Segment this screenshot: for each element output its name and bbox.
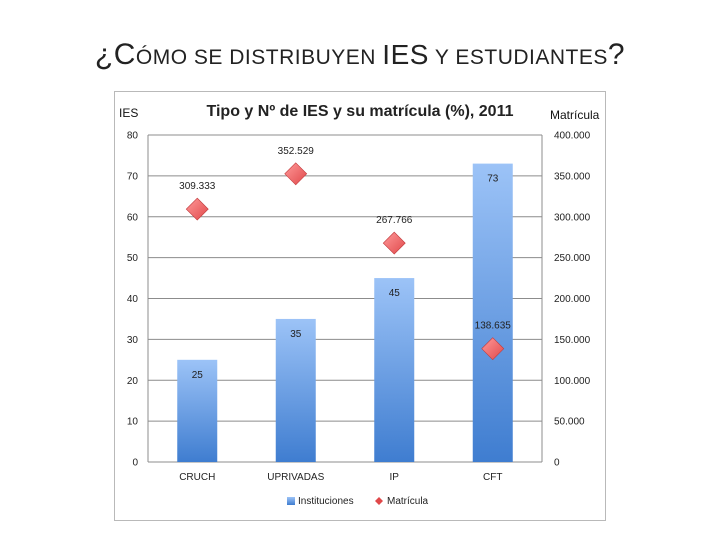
category-label: CFT <box>483 472 502 483</box>
legend-label-matricula: Matrícula <box>387 496 429 507</box>
right-tick-label: 150.000 <box>554 335 591 346</box>
category-label: UPRIVADAS <box>267 472 324 483</box>
left-tick-label: 30 <box>127 335 139 346</box>
right-tick-label: 200.000 <box>554 294 591 305</box>
left-tick-label: 80 <box>127 131 139 142</box>
right-tick-label: 350.000 <box>554 171 591 182</box>
bar-instituciones <box>275 318 316 462</box>
slide-title: ¿CÓMO SE DISTRIBUYEN IES Y ESTUDIANTES? <box>0 38 720 72</box>
category-label: CRUCH <box>179 472 215 483</box>
left-tick-label: 10 <box>127 417 139 428</box>
right-tick-label: 100.000 <box>554 376 591 387</box>
title-part-1: ¿C <box>94 38 136 71</box>
left-tick-label: 60 <box>127 212 139 223</box>
bar-data-label: 25 <box>192 370 204 381</box>
left-tick-label: 0 <box>132 458 138 469</box>
right-axis-title: Matrícula <box>550 108 600 122</box>
right-tick-label: 50.000 <box>554 417 585 428</box>
bar-data-label: 73 <box>487 174 499 185</box>
left-tick-label: 70 <box>127 171 139 182</box>
bar-data-label: 45 <box>389 288 401 299</box>
legend-swatch-matricula <box>375 497 383 505</box>
chart-title: Tipo y Nº de IES y su matrícula (%), 201… <box>207 103 514 120</box>
marker-data-label: 267.766 <box>376 215 413 226</box>
left-tick-label: 40 <box>127 294 139 305</box>
right-tick-label: 300.000 <box>554 212 591 223</box>
marker-data-label: 138.635 <box>475 321 512 332</box>
left-axis-title: IES <box>119 106 138 120</box>
right-tick-label: 0 <box>554 458 560 469</box>
combo-chart: Tipo y Nº de IES y su matrícula (%), 201… <box>119 103 600 507</box>
title-part-5: ? <box>607 38 626 71</box>
title-part-4: Y ESTUDIANTES <box>428 46 608 69</box>
marker-matricula <box>185 197 209 221</box>
marker-matricula <box>284 162 308 186</box>
left-tick-label: 20 <box>127 376 139 387</box>
legend-label-instituciones: Instituciones <box>298 496 354 507</box>
bar-instituciones <box>374 278 415 462</box>
marker-data-label: 309.333 <box>179 181 216 192</box>
chart-frame: Tipo y Nº de IES y su matrícula (%), 201… <box>114 91 606 521</box>
category-label: IP <box>390 472 400 483</box>
title-part-2: ÓMO SE DISTRIBUYEN <box>135 46 383 69</box>
left-tick-label: 50 <box>127 253 139 264</box>
bar-data-label: 35 <box>290 329 302 340</box>
marker-matricula <box>481 337 505 361</box>
legend-swatch-instituciones <box>287 497 295 505</box>
marker-matricula <box>382 231 406 255</box>
bar-instituciones <box>472 163 513 463</box>
bar-instituciones <box>177 359 218 462</box>
marker-data-label: 352.529 <box>278 146 315 157</box>
right-tick-label: 400.000 <box>554 131 591 142</box>
right-tick-label: 250.000 <box>554 253 591 264</box>
title-part-3: IES <box>382 39 429 70</box>
